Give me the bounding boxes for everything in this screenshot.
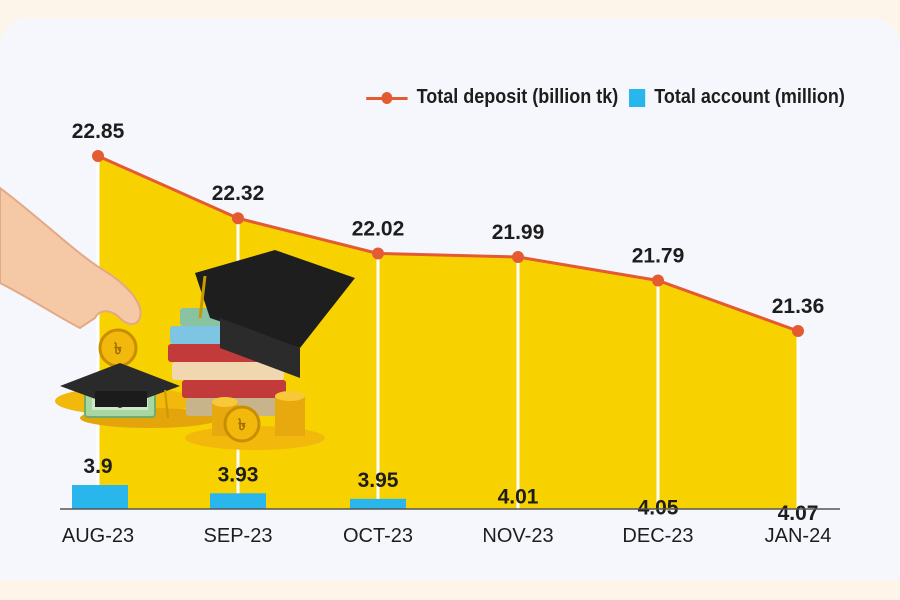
deposit-point (232, 212, 244, 225)
account-bar (72, 485, 128, 509)
combo-chart: ৳ (0, 120, 840, 547)
graduation-cap-icon (60, 363, 180, 408)
deposit-value-label: 22.02 (352, 217, 405, 240)
deposit-value-label: 22.85 (72, 120, 125, 143)
x-axis: AUG-23 SEP-23 OCT-23 NOV-23 DEC-23 JAN-24 (60, 508, 840, 547)
account-value-label: 3.93 (218, 463, 259, 486)
legend-label-account: Total account (million) (654, 86, 845, 108)
legend-item-account: Total account (million) (629, 86, 845, 109)
coins-icon: ৳ (185, 391, 325, 450)
account-value-label: 4.07 (778, 502, 819, 525)
x-tick-label: SEP-23 (204, 525, 273, 547)
x-tick-label: JAN-24 (765, 525, 832, 547)
x-tick-label: OCT-23 (343, 525, 413, 547)
legend: Total deposit (billion tk) Total account… (366, 86, 845, 109)
deposit-line (97, 154, 799, 333)
account-value-label: 3.95 (358, 469, 399, 492)
deposit-value-label: 21.79 (632, 244, 685, 267)
legend-label-deposit: Total deposit (billion tk) (416, 86, 619, 108)
bar-series (72, 485, 406, 509)
x-tick-label: NOV-23 (482, 525, 553, 547)
hand-coin-icon (0, 186, 142, 330)
deposit-point (792, 325, 804, 337)
account-value-label: 4.05 (638, 496, 679, 519)
svg-text:৳: ৳ (238, 417, 246, 434)
account-value-label: 4.01 (498, 485, 539, 508)
x-tick-label: AUG-23 (62, 525, 134, 547)
deposit-value-label: 22.32 (212, 182, 265, 205)
account-bar (210, 493, 266, 509)
deposit-point (652, 274, 664, 287)
legend-bar-marker (629, 88, 646, 107)
svg-text:৳: ৳ (114, 341, 122, 358)
data-labels: 22.85 22.32 22.02 21.99 21.79 21.36 3.9 3.93 3.9… (72, 120, 825, 525)
deposit-value-label: 21.99 (492, 221, 545, 244)
area-layer (98, 156, 798, 509)
chart-card: ৳ (0, 18, 900, 580)
line-series (92, 150, 804, 337)
legend-line-marker (366, 91, 408, 105)
account-value-label: 3.9 (83, 455, 112, 478)
deposit-area (98, 156, 798, 509)
x-tick-label: DEC-23 (622, 525, 693, 547)
deposit-point (92, 150, 104, 162)
legend-item-deposit: Total deposit (billion tk) (366, 86, 618, 109)
deposit-point (512, 251, 524, 264)
account-bar (350, 498, 406, 509)
deposit-point (372, 247, 384, 260)
education-savings-illustration: ৳ (0, 186, 355, 450)
deposit-value-label: 21.36 (772, 295, 825, 318)
